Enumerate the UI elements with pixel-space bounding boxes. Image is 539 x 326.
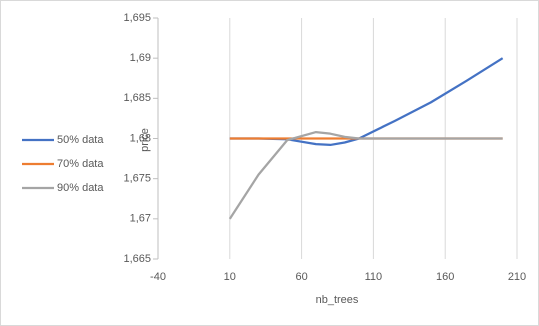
x-tick-label: 110 — [365, 271, 383, 283]
legend-label: 50% data — [57, 134, 104, 146]
x-tick-label: 60 — [295, 271, 307, 283]
y-tick-label: 1,69 — [130, 52, 151, 64]
x-tick-label: 10 — [224, 271, 236, 283]
y-tick-label: 1,675 — [123, 173, 151, 185]
x-tick-label: 210 — [508, 271, 526, 283]
x-tick-label: 160 — [436, 271, 454, 283]
y-axis-title: price — [139, 128, 151, 152]
legend-label: 90% data — [57, 182, 104, 194]
y-tick-label: 1,685 — [123, 92, 151, 104]
x-axis-title: nb_trees — [316, 294, 359, 306]
y-tick-label: 1,665 — [123, 253, 151, 265]
y-tick-label: 1,67 — [130, 213, 151, 225]
x-tick-label: -40 — [150, 271, 166, 283]
legend-label: 70% data — [57, 158, 104, 170]
y-tick-label: 1,695 — [123, 12, 151, 24]
y-tick-label: 1,68 — [130, 132, 151, 144]
series-line — [228, 130, 503, 220]
